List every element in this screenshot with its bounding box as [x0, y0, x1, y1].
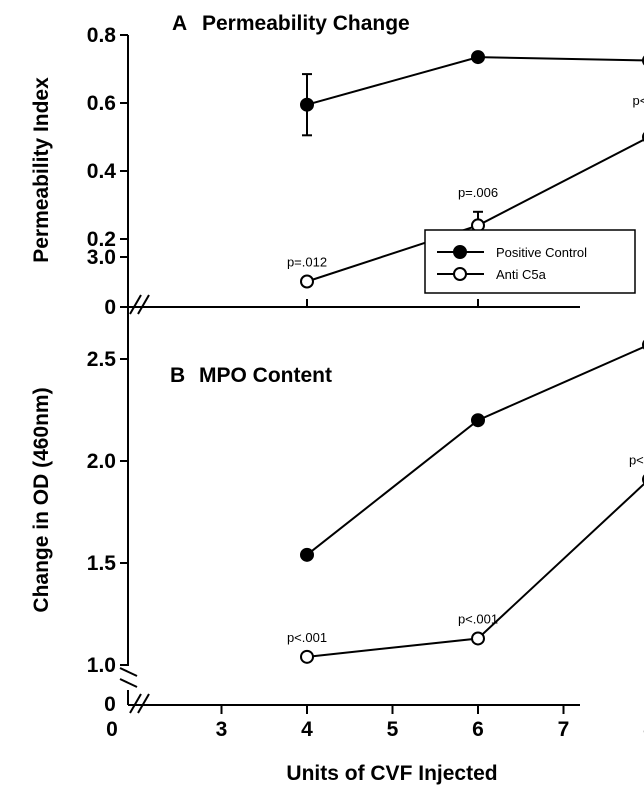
panel-b-letter: B [170, 364, 185, 387]
p-value-annotation-b: p<.005 [629, 452, 644, 467]
y-tick-label-b: 2.0 [87, 450, 116, 473]
y-tick-label-b: 1.0 [87, 654, 116, 677]
x-axis-label: Units of CVF Injected [286, 762, 497, 785]
y-tick-label-a: 0 [104, 296, 116, 319]
data-point-b-positive-control [300, 547, 314, 562]
panel-a-permeability: A Permeability Change Permeability Index… [30, 12, 644, 319]
p-value-annotation-b: p<.001 [458, 611, 498, 626]
panel-b-title: MPO Content [199, 364, 332, 387]
p-value-annotation-a: p<.05 [633, 93, 644, 108]
legend-marker-anti-c5a [453, 267, 467, 281]
data-point-b-positive-control [471, 413, 485, 428]
y-tick-label-a: 0.4 [87, 160, 117, 183]
x-tick-label: 5 [387, 718, 399, 741]
series-line-b-positive-control [306, 345, 644, 556]
legend-marker-positive-control [453, 245, 467, 259]
y-break-mark-b [119, 678, 138, 688]
x-tick-label: 4 [301, 718, 313, 741]
x-tick-label: 3 [216, 718, 228, 741]
legend-label-positive-control: Positive Control [496, 245, 587, 260]
data-point-a-positive-control [471, 50, 485, 65]
x-origin-zero-label: 0 [106, 718, 118, 741]
x-break-mark-a [137, 294, 150, 315]
y-tick-label-b: 3.0 [87, 246, 116, 269]
data-point-a-anti-c5a [300, 274, 314, 289]
y-tick-label-a: 0.8 [87, 24, 117, 47]
data-point-b-anti-c5a [300, 649, 314, 664]
x-break-mark-b [129, 693, 142, 714]
data-point-b-anti-c5a [471, 631, 485, 646]
series-line-a-positive-control [306, 56, 644, 106]
y-axis-label-b: Change in OD (460nm) [30, 387, 53, 612]
x-tick-label: 7 [558, 718, 570, 741]
legend-box [424, 229, 636, 294]
y-axis-label-a: Permeability Index [30, 77, 53, 263]
x-break-mark-b [137, 693, 150, 714]
p-value-annotation-a: p=.006 [458, 185, 498, 200]
legend-label-anti-c5a: Anti C5a [496, 267, 547, 282]
panel-a-title: Permeability Change [202, 12, 410, 35]
y-tick-label-b: 2.5 [87, 348, 117, 371]
p-value-annotation-b: p<.001 [287, 630, 327, 645]
panel-b-mpo: B MPO Content Change in OD (460nm) Units… [30, 246, 644, 785]
y-tick-label-b: 1.5 [87, 552, 117, 575]
legend: Positive Control Anti C5a [424, 229, 636, 294]
series-line-b-anti-c5a [306, 482, 644, 658]
panel-a-letter: A [172, 12, 187, 35]
y-break-zero-label: 0 [104, 693, 116, 716]
y-break-mark-b [119, 667, 138, 677]
x-break-mark-a [129, 294, 142, 315]
p-value-annotation-a: p=.012 [287, 255, 327, 270]
y-tick-label-a: 0.2 [87, 228, 116, 251]
y-tick-label-a: 0.6 [87, 92, 116, 115]
x-tick-label: 6 [472, 718, 484, 741]
data-point-a-positive-control [300, 97, 314, 112]
